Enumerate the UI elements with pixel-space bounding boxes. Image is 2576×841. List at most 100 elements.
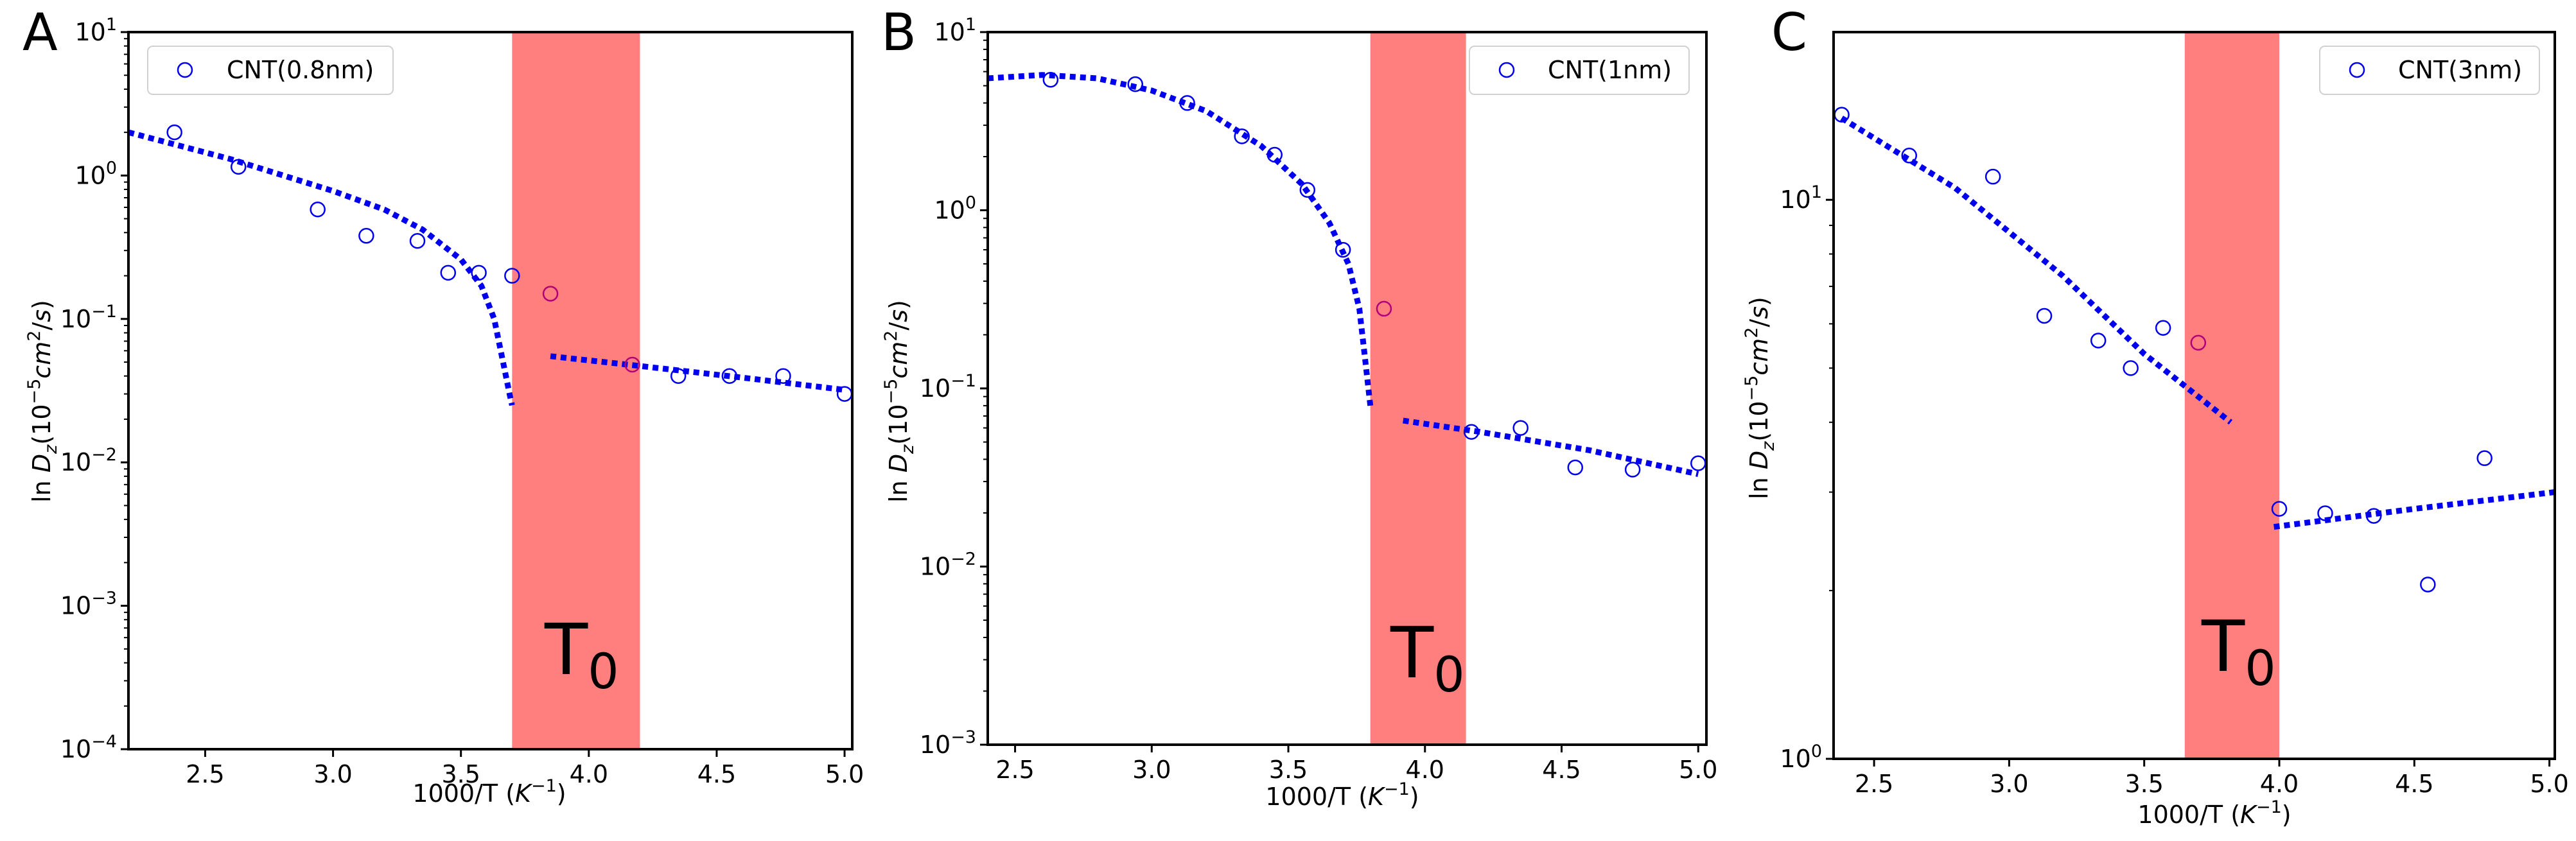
t0-label: T0: [1390, 612, 1465, 703]
fit-line-1: [1840, 116, 2233, 425]
data-point: [1376, 300, 1392, 317]
legend-marker: [1498, 62, 1515, 78]
t0-label: T0: [544, 609, 619, 700]
panel-b: B CNT(1nm) T0 1000/T (K−1) ln Dz(10−5cm2…: [881, 3, 1717, 811]
x-tick-label: 4.5: [2395, 770, 2433, 798]
transition-band: [1370, 32, 1466, 745]
data-point: [2090, 333, 2107, 349]
data-point: [624, 356, 640, 373]
data-point: [1234, 128, 1250, 144]
data-point: [1901, 148, 1918, 164]
x-tick-label: 4.0: [1406, 756, 1444, 784]
data-point: [1042, 72, 1059, 88]
y-axis-title: ln Dz(10−5cm2/s): [881, 300, 918, 503]
x-tick-label: 5.0: [1679, 756, 1717, 784]
y-axis-title: ln Dz(10−5cm2/s): [24, 300, 61, 503]
t0-label: T0: [2201, 605, 2276, 697]
x-axis-title: 1000/T (K−1): [1265, 779, 1419, 811]
y-tick-label: 10−2: [60, 445, 117, 476]
plot-frame: [986, 31, 1708, 746]
legend-label: CNT(3nm): [2398, 56, 2522, 84]
data-point: [2365, 508, 2382, 524]
y-tick-label: 10−3: [60, 589, 117, 620]
data-point: [2476, 450, 2493, 466]
data-point: [836, 386, 853, 402]
y-axis-title: ln Dz(10−5cm2/s): [1742, 297, 1778, 499]
x-tick-label: 3.5: [2125, 770, 2163, 798]
x-tick-label: 4.0: [2260, 770, 2299, 798]
data-point: [1690, 455, 1706, 471]
plot-frame: [1832, 31, 2556, 760]
panel-label: B: [881, 3, 916, 62]
data-point: [2317, 505, 2333, 521]
x-tick-label: 4.0: [570, 760, 608, 788]
transition-band: [512, 32, 640, 749]
data-point: [721, 368, 738, 384]
x-tick-label: 3.0: [1132, 756, 1171, 784]
data-point: [1463, 424, 1480, 440]
x-tick-label: 3.0: [1990, 770, 2028, 798]
legend-label: CNT(0.8nm): [227, 56, 374, 84]
x-tick-label: 3.5: [441, 760, 480, 788]
plot-frame: [127, 31, 854, 750]
fit-line-1: [987, 72, 1374, 406]
y-tick-label: 101: [1780, 182, 1822, 214]
legend-label: CNT(1nm): [1548, 56, 1672, 84]
data-point: [2190, 334, 2207, 351]
x-tick-label: 4.5: [1542, 756, 1581, 784]
panel-a: A CNT(0.8nm) T0 1000/T (K−1) ln Dz(10−5c…: [22, 3, 864, 808]
y-tick-label: 10−3: [920, 727, 976, 759]
y-tick-label: 10−4: [60, 732, 117, 763]
x-tick-label: 4.5: [697, 760, 736, 788]
legend-box: [147, 46, 394, 95]
fit-line-2: [550, 353, 845, 393]
fit-line-2: [2274, 489, 2555, 530]
y-tick-label: 10−1: [920, 371, 976, 403]
y-tick-label: 101: [934, 15, 976, 46]
x-tick-label: 3.5: [1269, 756, 1308, 784]
legend-box: [1469, 46, 1690, 95]
y-tick-label: 100: [1780, 741, 1822, 773]
x-axis-title: 1000/T (K−1): [412, 776, 566, 808]
x-tick-label: 2.5: [995, 756, 1034, 784]
data-point: [1266, 146, 1283, 163]
data-point: [358, 228, 374, 244]
y-tick-label: 100: [74, 158, 117, 189]
data-point: [1985, 168, 2001, 185]
legend-marker: [2349, 62, 2365, 78]
data-point: [2420, 577, 2436, 593]
data-point: [504, 268, 520, 284]
data-point: [670, 368, 687, 384]
data-point: [2155, 320, 2171, 336]
data-point: [230, 159, 247, 175]
x-tick-label: 2.5: [186, 760, 224, 788]
y-tick-label: 100: [934, 193, 976, 225]
data-point: [409, 233, 426, 249]
y-tick-label: 10−2: [920, 550, 976, 581]
data-point: [1299, 182, 1316, 198]
panel-label: C: [1771, 3, 1807, 62]
data-point: [542, 286, 559, 302]
legend-marker: [177, 62, 193, 78]
y-tick-label: 101: [74, 15, 117, 46]
y-tick-label: 10−1: [60, 302, 117, 333]
data-point: [1512, 420, 1529, 436]
data-point: [775, 368, 791, 384]
data-point: [440, 264, 457, 281]
legend-box: [2319, 46, 2540, 95]
x-axis-title: 1000/T (K−1): [2137, 797, 2291, 829]
x-tick-label: 5.0: [2530, 770, 2568, 798]
x-tick-label: 5.0: [825, 760, 864, 788]
data-point: [471, 264, 487, 281]
x-tick-label: 2.5: [1855, 770, 1893, 798]
panel-label: A: [22, 3, 58, 62]
data-point: [1624, 462, 1641, 478]
panel-c: C CNT(3nm) T0 1000/T (K−1) ln Dz(10−5cm2…: [1742, 3, 2569, 829]
data-point: [310, 202, 326, 218]
data-point: [1567, 459, 1584, 476]
data-point: [1335, 241, 1351, 258]
data-point: [2123, 360, 2139, 376]
x-tick-label: 3.0: [313, 760, 352, 788]
data-point: [166, 124, 182, 141]
